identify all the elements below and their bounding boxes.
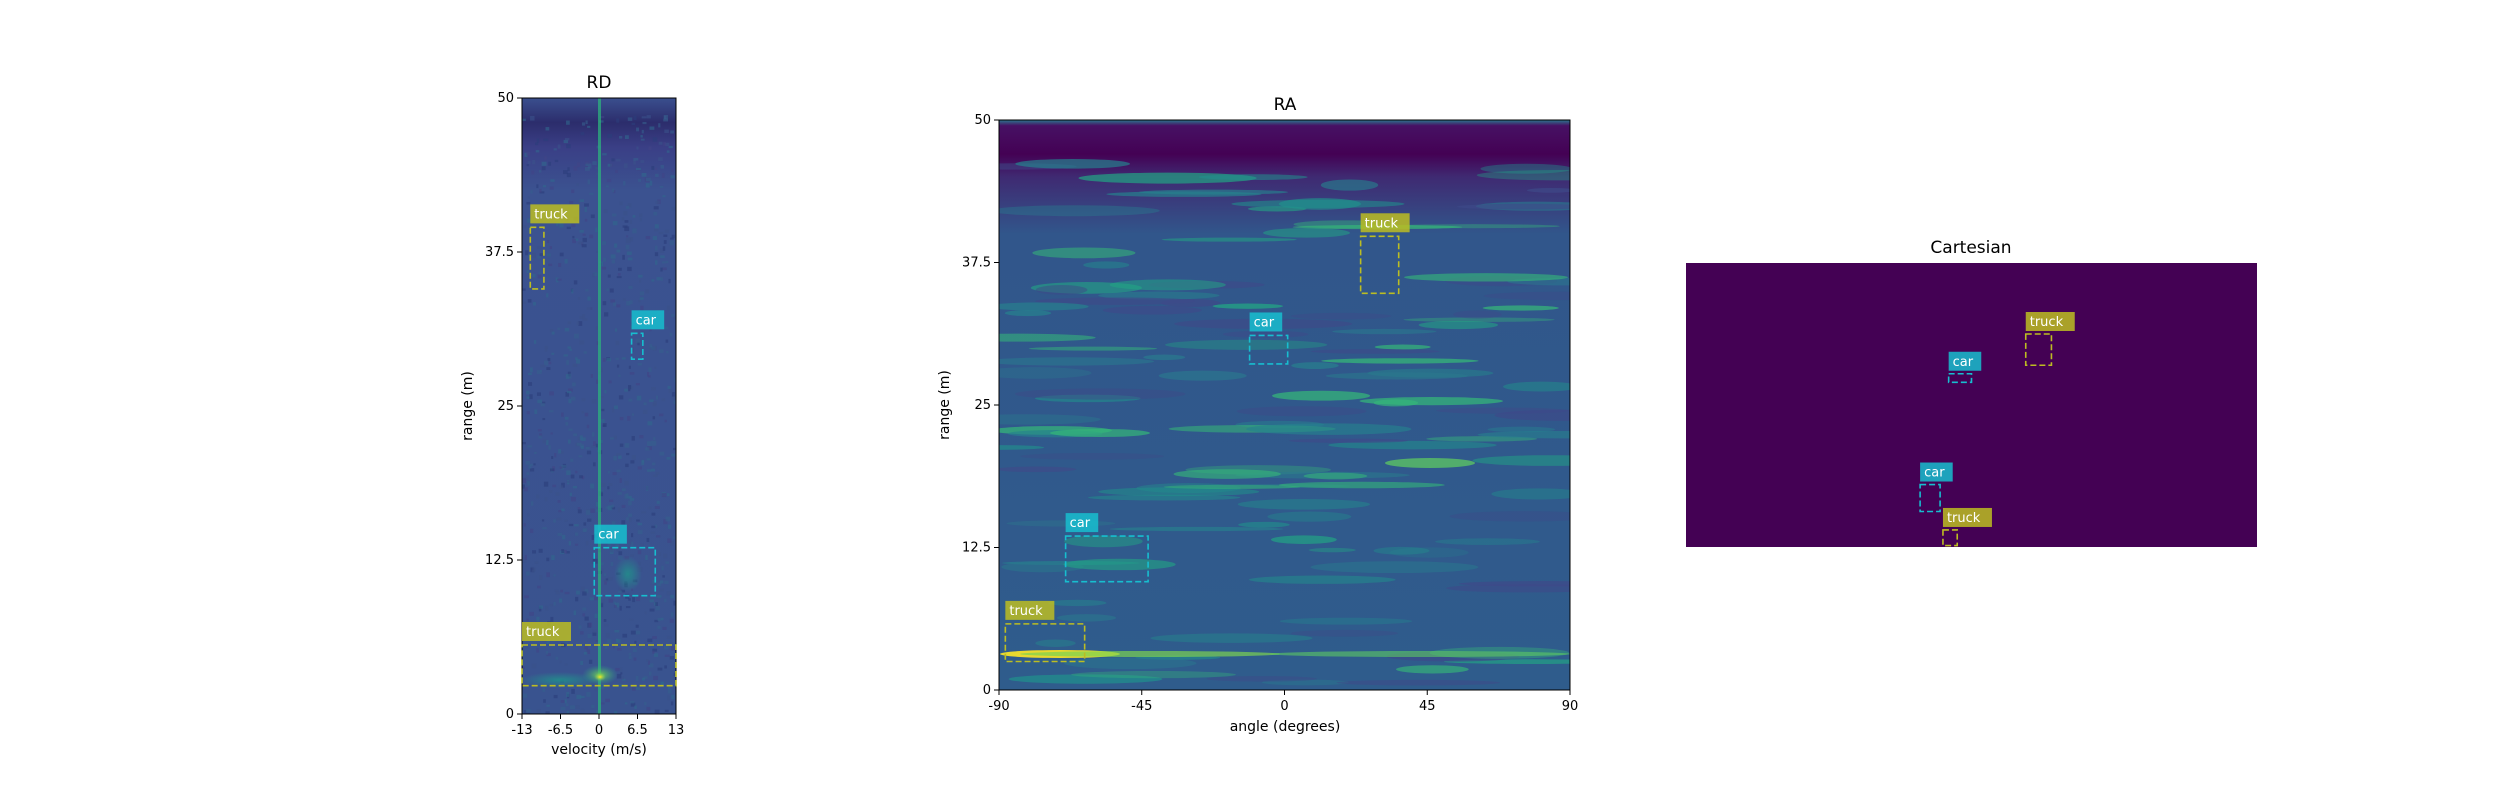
x-tick-label: 90: [1562, 699, 1579, 714]
x-tick-label: 6.5: [627, 723, 648, 738]
x-tick-label: -90: [988, 699, 1009, 714]
bbox-label: car: [1924, 466, 1945, 481]
rd-ylabel: range (m): [460, 371, 476, 441]
x-tick-label: -6.5: [548, 723, 573, 738]
y-tick-label: 50: [497, 91, 514, 106]
bbox-label: truck: [1947, 511, 1981, 526]
cartesian-title: Cartesian: [1930, 238, 2011, 258]
y-tick-label: 25: [974, 398, 991, 413]
ra-panel: RA truck car car truck -90 -45 0 45 90 0 12.5 25 37…: [937, 95, 1644, 735]
y-tick-label: 50: [974, 113, 991, 128]
y-tick-label: 25: [497, 399, 514, 414]
bbox-label: truck: [1009, 604, 1043, 619]
ra-xlabel: angle (degrees): [1230, 719, 1341, 735]
y-tick-label: 37.5: [485, 245, 514, 260]
y-tick-label: 12.5: [962, 541, 991, 556]
bbox-label: truck: [526, 625, 560, 640]
cartesian-canvas: [1686, 263, 2257, 547]
y-tick-label: 0: [983, 683, 991, 698]
bbox-label: truck: [1365, 216, 1399, 231]
x-tick-label: 45: [1419, 699, 1436, 714]
rd-panel: RD truck car car truck -13 -6.5 0 6.5 13 0 12.5 25…: [460, 73, 684, 758]
y-tick-label: 12.5: [485, 553, 514, 568]
rd-title: RD: [587, 73, 612, 93]
bbox-label: car: [1070, 516, 1091, 531]
cartesian-panel: Cartesian truck car car truck: [1686, 238, 2257, 547]
bbox-label: truck: [2030, 315, 2064, 330]
y-tick-label: 37.5: [962, 256, 991, 271]
bbox-label: car: [636, 313, 657, 328]
bbox-label: truck: [534, 207, 568, 222]
x-tick-label: 0: [1280, 699, 1288, 714]
ra-title: RA: [1274, 95, 1297, 115]
rd-xlabel: velocity (m/s): [551, 742, 647, 758]
x-tick-label: -45: [1131, 699, 1152, 714]
x-tick-label: -13: [511, 723, 532, 738]
bbox-label: car: [1254, 315, 1275, 330]
x-tick-label: 0: [595, 723, 603, 738]
bbox-label: car: [598, 528, 619, 543]
x-tick-label: 13: [668, 723, 685, 738]
y-tick-label: 0: [506, 707, 514, 722]
ra-ylabel: range (m): [937, 370, 953, 440]
bbox-label: car: [1953, 355, 1974, 370]
